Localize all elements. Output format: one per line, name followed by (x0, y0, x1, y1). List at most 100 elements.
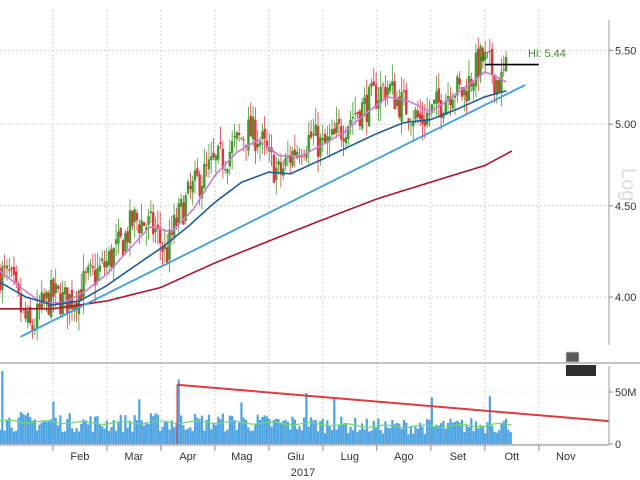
time-axis: Feb Mar Apr Mag Giu Lug Ago Set Ott Nov (52, 445, 576, 463)
candle-up (349, 119, 352, 126)
month-tick-label: Ott (504, 451, 519, 463)
volume-bar (142, 425, 146, 444)
candle-down (356, 112, 359, 114)
volume-bar (305, 393, 308, 444)
candle-up (168, 229, 171, 260)
candle-down (316, 126, 320, 157)
candle-up (386, 87, 389, 96)
volume-bar (393, 424, 396, 444)
hi-label: Hi: 5.44 (528, 48, 566, 60)
volume-bar (156, 414, 159, 444)
volume-bar (61, 431, 64, 444)
candle-down (156, 224, 160, 228)
candle-up (467, 75, 471, 101)
candle-up (186, 181, 190, 194)
candle-down (182, 202, 185, 225)
candle-up (321, 138, 324, 141)
volume-bar (275, 418, 278, 444)
volume-bar (226, 429, 229, 444)
panel-control-square[interactable] (565, 351, 580, 363)
candle-up (456, 76, 459, 96)
volume-bar (460, 419, 464, 444)
volume-bar (3, 430, 6, 444)
volume-bar (210, 429, 213, 444)
price-tick-label: 4.50 (615, 201, 636, 213)
volume-bars (0, 371, 512, 444)
candle-up (495, 80, 499, 95)
candle-down (254, 119, 257, 151)
candle-down (293, 149, 297, 157)
volume-bar (80, 423, 83, 444)
candle-up (319, 137, 322, 157)
volume-bar (214, 424, 218, 444)
candle-up (295, 151, 299, 158)
volume-bar (474, 421, 478, 444)
month-tick-label: Set (450, 451, 467, 463)
candle-down (337, 118, 341, 124)
volume-bar (453, 421, 457, 444)
volume-bar (161, 426, 164, 444)
volume-bar (168, 429, 171, 444)
candle-down (221, 148, 225, 169)
candle-down (405, 90, 408, 115)
volume-bar (47, 420, 50, 444)
volume-bar (219, 419, 222, 444)
volume-bar (114, 430, 118, 444)
candle-down (131, 211, 134, 227)
candle-down (12, 266, 16, 276)
volume-bar (291, 416, 294, 444)
volume-bar (272, 419, 276, 444)
candle-up (100, 258, 104, 262)
volume-bar (159, 430, 162, 444)
volume-bar (284, 419, 287, 444)
price-tick-label: 5.00 (615, 119, 636, 131)
volume-bar (91, 431, 94, 444)
volume-bar (439, 423, 443, 444)
volume-bar (105, 420, 108, 444)
candle-up (68, 294, 71, 310)
trend-line (20, 84, 526, 338)
panel-control-box[interactable] (566, 365, 596, 376)
candle-down (309, 131, 313, 138)
candle-down (10, 268, 13, 270)
volume-bar (73, 432, 76, 444)
candle-down (152, 212, 155, 235)
volume-bar (314, 419, 317, 444)
candle-up (330, 129, 334, 135)
volume-trend-line (177, 383, 610, 423)
volume-bar (498, 430, 501, 444)
volume-bar (68, 413, 71, 444)
volume-bar (421, 426, 424, 444)
candle-up (226, 169, 229, 174)
candle-up (77, 290, 81, 315)
volume-bar (504, 418, 508, 444)
volume-bar (347, 433, 350, 444)
volume-bar (321, 418, 324, 444)
panel-control[interactable] (565, 351, 596, 376)
volume-bar (470, 418, 473, 444)
candle-up (395, 97, 399, 107)
candle-up (251, 116, 255, 140)
volume-bar (405, 422, 408, 444)
volume-bar (426, 419, 429, 444)
volume-bar (328, 426, 331, 444)
volume-bar (319, 421, 322, 444)
candle-up (179, 198, 183, 207)
volume-bar (189, 427, 192, 444)
volume-bar (451, 422, 454, 444)
volume-bar (263, 415, 266, 444)
volume-bar (15, 430, 18, 444)
candle-up (256, 143, 259, 148)
candle-down (502, 69, 505, 71)
candle-down (175, 217, 178, 226)
volume-bar (400, 428, 403, 444)
candle-up (96, 268, 99, 282)
volume-bar (203, 430, 206, 444)
volume-bar (356, 432, 359, 444)
volume-bar (179, 415, 183, 444)
month-tick-label: Giu (287, 451, 304, 463)
volume-bar (0, 429, 2, 444)
month-tick-label: Apr (179, 451, 196, 463)
month-tick-label: Feb (70, 451, 89, 463)
volume-bar (430, 397, 433, 444)
